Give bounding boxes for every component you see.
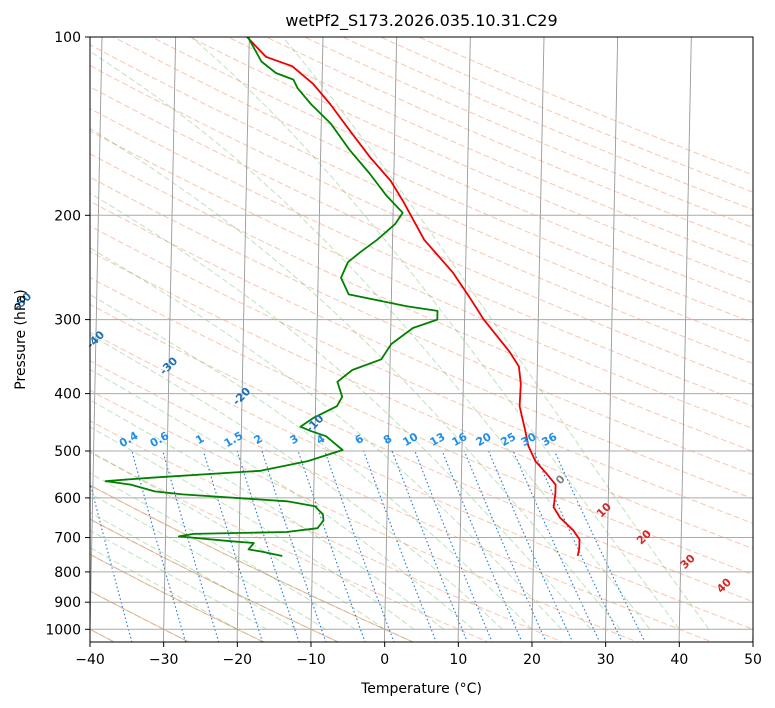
dry-adiabat-line [90,153,753,452]
y-tick-label: 400 [54,387,81,403]
isotherm-line [310,37,324,642]
dry-adiabat-line [90,250,753,550]
y-tick-label: 800 [54,565,81,581]
dry-adiabat-solid-line [90,518,340,642]
mixing-ratio-line [553,450,646,642]
isotherm-line [604,37,619,642]
dry-adiabat-line [90,200,753,500]
mixing-ratio-line [414,450,493,642]
x-tick-label: 40 [670,652,688,668]
dry-adiabat-line [303,37,753,229]
dry-adiabat-line [226,37,753,265]
y-tick-label: 700 [54,531,81,547]
mixing-ratio-line [131,450,187,642]
x-tick-label: 10 [449,652,467,668]
mixing-ratio-line [512,450,601,642]
y-axis-label: Pressure (hPa) [13,289,29,389]
mixing-ratio-line [202,450,264,642]
y-tick-label: 1000 [45,622,81,638]
y-tick-label: 100 [54,30,81,46]
moist-adiabat-line [90,192,592,630]
moist-adiabat-line [90,294,533,630]
dry-adiabat-line [90,130,753,430]
x-tick-label: −20 [223,652,253,668]
y-tick-label: 600 [54,491,81,507]
dry-adiabat-solid-line [90,484,415,642]
moist-adiabat-line [90,127,621,630]
temperature-profile-line [246,37,581,557]
mixing-ratio-line [441,450,523,642]
x-tick-label: 30 [597,652,615,668]
moist-adiabat-line [90,472,356,630]
y-tick-label: 200 [54,208,81,224]
mixing-ratio-line [363,450,437,642]
mixing-ratio-line [488,450,574,642]
y-tick-label: 500 [54,444,81,460]
chart-title: wetPf2_S173.2026.035.10.31.C29 [285,11,557,31]
moist-adiabat-line [90,426,415,630]
x-axis-label: Temperature (°C) [360,681,482,697]
x-tick-label: 0 [380,652,389,668]
mixing-ratio-line [324,450,395,642]
plot-frame [89,36,754,643]
isotherm-line [531,37,545,642]
moist-adiabat-line [190,37,680,630]
dry-adiabat-line [90,303,753,603]
dry-adiabat-line [90,277,753,576]
moist-adiabat-line [90,450,385,630]
x-tick-label: −40 [75,652,105,668]
isotherm-line [162,37,177,642]
mixing-ratio-line [162,450,220,642]
isotherm-line [383,37,398,642]
dry-adiabat-line [188,37,753,284]
dry-adiabat-line [90,86,753,386]
dry-adiabat-line [265,37,753,247]
isotherm-line [457,37,471,642]
y-tick-label: 300 [54,313,81,329]
x-tick-label: 50 [744,652,762,668]
grid-lines [90,37,753,642]
dry-adiabat-line [90,331,753,630]
x-tick-label: −10 [296,652,326,668]
dry-adiabat-line [379,37,753,193]
dewpoint-profile-line [104,37,439,557]
isotherm-line [678,37,692,642]
isotherm-line [90,37,103,642]
moist-adiabat-line [90,50,651,630]
dry-adiabat-line [90,451,489,642]
mixing-ratio-line [463,450,547,642]
background-lines [90,37,753,642]
y-tick-label: 900 [54,595,81,611]
x-tick-label: 20 [523,652,541,668]
dry-adiabat-line [90,64,753,365]
dry-adiabat-line [417,37,753,176]
mixing-ratio-line [90,480,133,642]
moist-adiabat-line [90,511,297,630]
dry-adiabat-line [112,37,753,324]
dry-adiabat-line [90,108,753,407]
moist-adiabat-line [282,37,710,630]
isotherm-line [236,37,250,642]
axes: −40 −30 −20 −10 0 10 20 30 40 50 100 200 300 400 500 60… [45,30,762,668]
moist-adiabat-line [90,247,562,630]
mixing-ratio-line [533,450,623,642]
moist-adiabat-line [90,399,444,630]
profile-series [104,37,581,557]
x-tick-label: −30 [149,652,179,668]
